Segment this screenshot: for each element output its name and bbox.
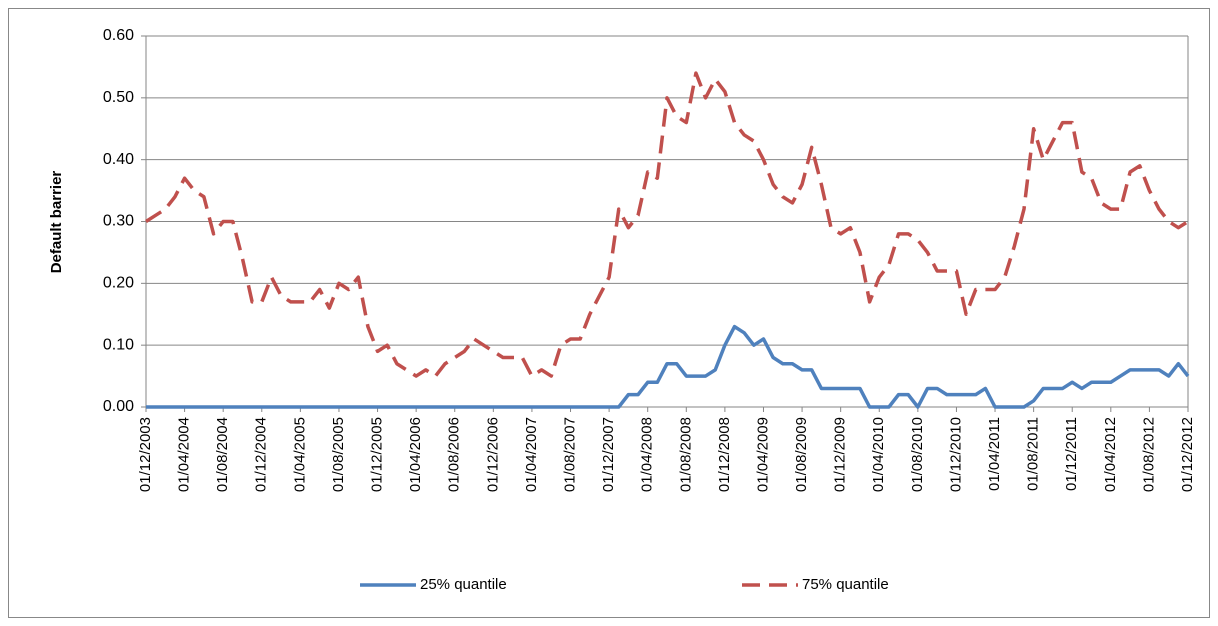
- x-tick-label: 01/04/2011: [986, 417, 1003, 491]
- x-tick-label: 01/04/2005: [291, 417, 308, 492]
- legend-label: 75% quantile: [802, 576, 889, 593]
- y-tick-label: 0.30: [103, 213, 134, 230]
- y-tick-label: 0.20: [103, 275, 134, 292]
- x-tick-label: 01/08/2004: [214, 417, 231, 492]
- x-tick-label: 01/08/2010: [909, 417, 926, 492]
- x-tick-label: 01/04/2006: [407, 417, 424, 492]
- x-tick-label: 01/12/2006: [484, 417, 501, 492]
- y-tick-label: 0.00: [103, 398, 134, 415]
- x-tick-label: 01/04/2007: [523, 417, 540, 492]
- y-tick-label: 0.40: [103, 151, 134, 168]
- y-axis-title: Default barrier: [48, 171, 65, 274]
- x-tick-label: 01/12/2009: [832, 417, 849, 492]
- x-tick-label: 01/04/2009: [754, 417, 771, 492]
- x-tick-label: 01/08/2008: [677, 417, 694, 492]
- x-tick-label: 01/12/2007: [600, 417, 617, 492]
- x-tick-label: 01/04/2012: [1102, 417, 1119, 492]
- x-tick-label: 01/12/2012: [1179, 417, 1196, 492]
- x-tick-label: 01/04/2008: [639, 417, 656, 492]
- x-tick-label: 01/08/2011: [1025, 417, 1042, 491]
- x-tick-label: 01/04/2010: [870, 417, 887, 492]
- y-tick-label: 0.10: [103, 336, 134, 353]
- x-tick-label: 01/08/2007: [561, 417, 578, 492]
- x-tick-label: 01/08/2009: [793, 417, 810, 492]
- x-tick-label: 01/08/2005: [330, 417, 347, 492]
- x-tick-label: 01/12/2005: [369, 417, 386, 492]
- x-tick-label: 01/08/2006: [446, 417, 463, 492]
- x-tick-label: 01/12/2008: [716, 417, 733, 492]
- legend-label: 25% quantile: [420, 576, 507, 593]
- chart-border: [8, 8, 1210, 618]
- line-series: [146, 324, 1190, 409]
- x-tick-label: 01/12/2003: [137, 417, 154, 492]
- x-tick-label: 01/12/2011: [1063, 417, 1080, 491]
- x-tick-label: 01/12/2004: [253, 417, 270, 492]
- x-tick-label: 01/12/2010: [947, 417, 964, 492]
- line-series: [145, 71, 1189, 378]
- x-tick-label: 01/08/2012: [1140, 417, 1157, 492]
- y-tick-label: 0.50: [103, 89, 134, 106]
- x-tick-label: 01/04/2004: [176, 417, 193, 492]
- y-tick-label: 0.60: [103, 27, 134, 44]
